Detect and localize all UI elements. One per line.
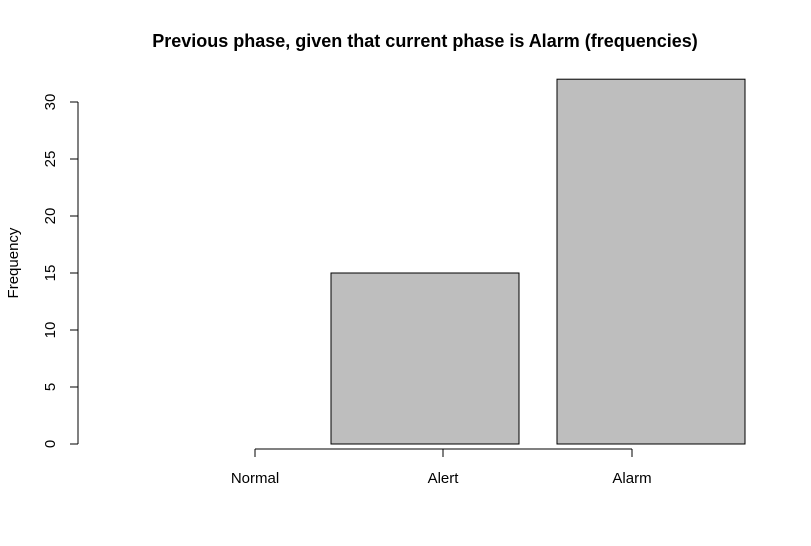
- y-tick-label: 5: [42, 383, 59, 391]
- x-tick-label-alarm: Alarm: [612, 470, 651, 487]
- y-tick-label: 15: [42, 265, 59, 282]
- y-tick-label: 0: [42, 440, 59, 448]
- chart-title: Previous phase, given that current phase…: [152, 31, 698, 51]
- x-axis: Normal Alert Alarm: [231, 448, 652, 487]
- bar-alarm: [556, 78, 746, 445]
- y-tick-label: 25: [42, 151, 59, 168]
- y-axis-title: Frequency: [5, 227, 22, 298]
- bar-alert: [330, 272, 520, 445]
- y-axis: 0 5 10 15 20 25 30: [42, 94, 79, 448]
- y-tick-label: 20: [42, 208, 59, 225]
- x-tick-label-alert: Alert: [428, 470, 460, 487]
- bars-group: [330, 78, 746, 445]
- x-tick-label-normal: Normal: [231, 470, 279, 487]
- y-tick-label: 10: [42, 322, 59, 339]
- y-tick-label: 30: [42, 94, 59, 111]
